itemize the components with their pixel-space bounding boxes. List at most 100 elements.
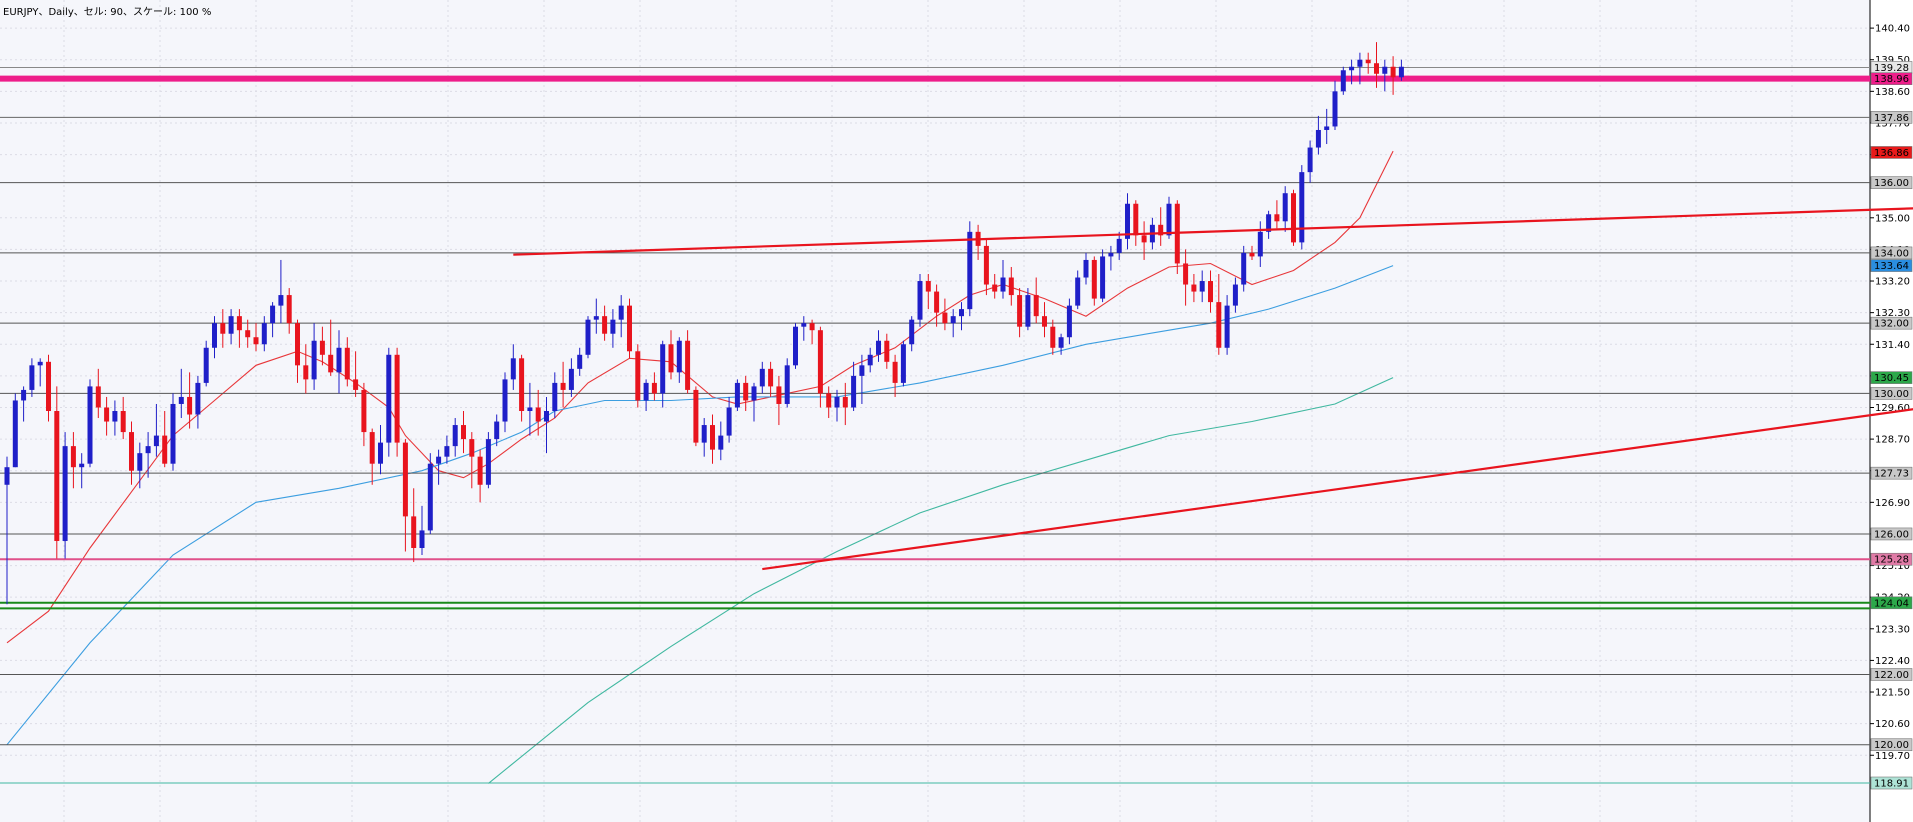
candle-body <box>817 330 823 394</box>
candle-body <box>618 305 624 320</box>
candle <box>734 379 740 411</box>
level-badge-label: 126.00 <box>1874 529 1909 540</box>
candle <box>635 344 641 408</box>
candle-body <box>768 368 774 387</box>
candle-body <box>1307 147 1313 173</box>
candle-body <box>842 396 848 408</box>
candle-body <box>793 326 798 366</box>
candle <box>1249 245 1255 260</box>
candle <box>1158 207 1164 246</box>
trendline-lower[interactable] <box>762 274 1913 571</box>
candle-body <box>369 432 375 464</box>
candle-body <box>1050 326 1056 348</box>
candle-body <box>776 386 782 404</box>
candle <box>1008 266 1014 306</box>
candle-body <box>1382 66 1388 74</box>
candle <box>676 337 682 383</box>
candle <box>917 274 923 327</box>
candle-body <box>1315 129 1321 148</box>
level-badge-bg <box>1870 668 1913 681</box>
candle <box>1042 302 1047 338</box>
candle <box>975 224 981 260</box>
candle-body <box>386 354 392 443</box>
candle <box>726 396 732 443</box>
candle-body <box>1125 203 1130 239</box>
candle <box>1216 274 1222 355</box>
candle <box>21 386 27 422</box>
candle <box>12 393 18 468</box>
candle-body <box>502 379 508 422</box>
candle <box>560 361 566 408</box>
candle-body <box>876 340 881 355</box>
candle <box>1390 56 1396 95</box>
candle-body <box>220 323 226 334</box>
candle-body <box>427 463 433 531</box>
candle <box>1398 59 1404 81</box>
level-badge-bg <box>1870 176 1913 189</box>
candle <box>319 326 325 366</box>
trendline-upper[interactable] <box>513 178 1913 256</box>
candle <box>4 456 10 605</box>
candle <box>261 316 267 352</box>
candle <box>519 354 525 422</box>
candle-body <box>610 319 616 334</box>
level-badge-label: 127.73 <box>1874 469 1909 480</box>
candle-body <box>983 245 989 285</box>
tick-label: 139.50 <box>1875 55 1910 66</box>
candle <box>1000 259 1006 299</box>
candle-body <box>1158 224 1164 236</box>
candle-body <box>228 316 234 334</box>
candle <box>1050 319 1056 355</box>
candle <box>585 316 591 359</box>
tick-label: 119.70 <box>1875 751 1910 762</box>
candle <box>137 442 143 489</box>
candle <box>801 316 807 341</box>
candle <box>967 221 973 317</box>
candle-body <box>319 340 325 355</box>
tick-label: 138.60 <box>1875 87 1910 98</box>
candle <box>1315 115 1321 155</box>
candle-body <box>21 389 27 401</box>
candle <box>328 319 334 376</box>
candle <box>751 382 757 422</box>
candle <box>1257 221 1263 267</box>
candle-body <box>635 351 641 401</box>
tick-label: 121.50 <box>1875 688 1910 699</box>
candle <box>776 375 782 426</box>
tick-label: 122.40 <box>1875 656 1910 667</box>
candle-body <box>1191 284 1197 292</box>
candle <box>153 403 159 457</box>
candle <box>461 411 466 454</box>
candle <box>793 323 798 369</box>
candle-body <box>1091 259 1097 299</box>
level-badge-label: 132.00 <box>1874 319 1909 330</box>
tick-label: 129.60 <box>1875 403 1910 414</box>
candle-body <box>394 354 400 443</box>
candle <box>1199 270 1205 303</box>
candle <box>212 316 217 359</box>
candle <box>1100 249 1106 303</box>
candle <box>253 323 259 352</box>
candle <box>759 361 765 394</box>
candle <box>452 418 458 457</box>
candle <box>195 375 201 429</box>
candle <box>892 354 898 397</box>
candle-body <box>187 396 193 415</box>
candle <box>527 382 533 436</box>
candle <box>643 379 649 411</box>
level-badge-label: 118.91 <box>1874 779 1909 790</box>
candle <box>1282 186 1288 232</box>
candle-body <box>801 323 807 327</box>
candle <box>1232 277 1238 313</box>
candle <box>510 344 516 390</box>
candle <box>1133 200 1139 246</box>
candle-body <box>253 337 259 345</box>
candle-body <box>1058 337 1064 348</box>
candle <box>411 488 417 563</box>
candle-body <box>992 284 998 292</box>
candle-body <box>834 396 840 408</box>
candle-body <box>295 323 300 366</box>
candle-body <box>353 379 359 390</box>
